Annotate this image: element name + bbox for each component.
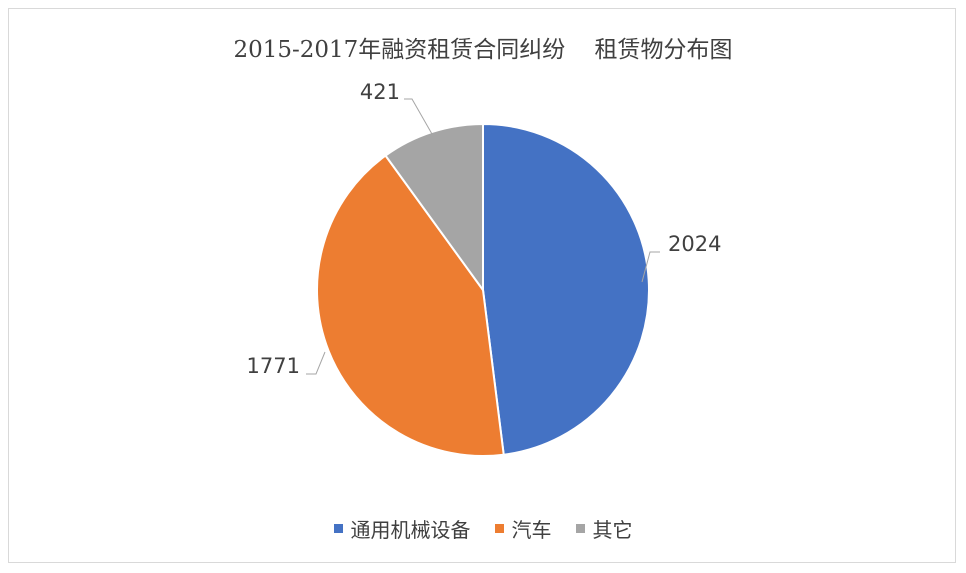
legend-swatch-general-machinery [333,524,343,533]
legend-item-car: 汽车 [494,514,552,543]
pie-slice-other [384,122,484,294]
pie-slice-car [316,154,505,457]
leader-line [404,98,433,135]
legend-swatch-car [494,524,504,533]
data-label-car: 1771 [247,354,300,378]
legend-swatch-other [575,524,585,533]
chart-title: 2015-2017年融资租赁合同纠纷 租赁物分布图 [233,37,733,63]
pie-slice-general-machinery [482,122,650,456]
legend-item-general-machinery: 通用机械设备 [333,514,471,543]
legend: 通用机械设备 汽车 其它 [0,514,966,543]
data-label-other: 421 [360,80,400,104]
data-label-general-machinery: 2024 [668,232,721,256]
leader-line [641,251,660,283]
leader-line [306,351,326,375]
legend-label-car: 汽车 [511,518,552,542]
legend-label-general-machinery: 通用机械设备 [350,518,471,542]
legend-item-other: 其它 [575,514,633,543]
legend-label-other: 其它 [592,518,633,542]
